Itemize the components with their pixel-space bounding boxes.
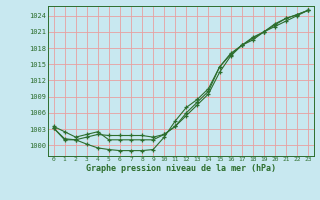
X-axis label: Graphe pression niveau de la mer (hPa): Graphe pression niveau de la mer (hPa) [86,164,276,173]
